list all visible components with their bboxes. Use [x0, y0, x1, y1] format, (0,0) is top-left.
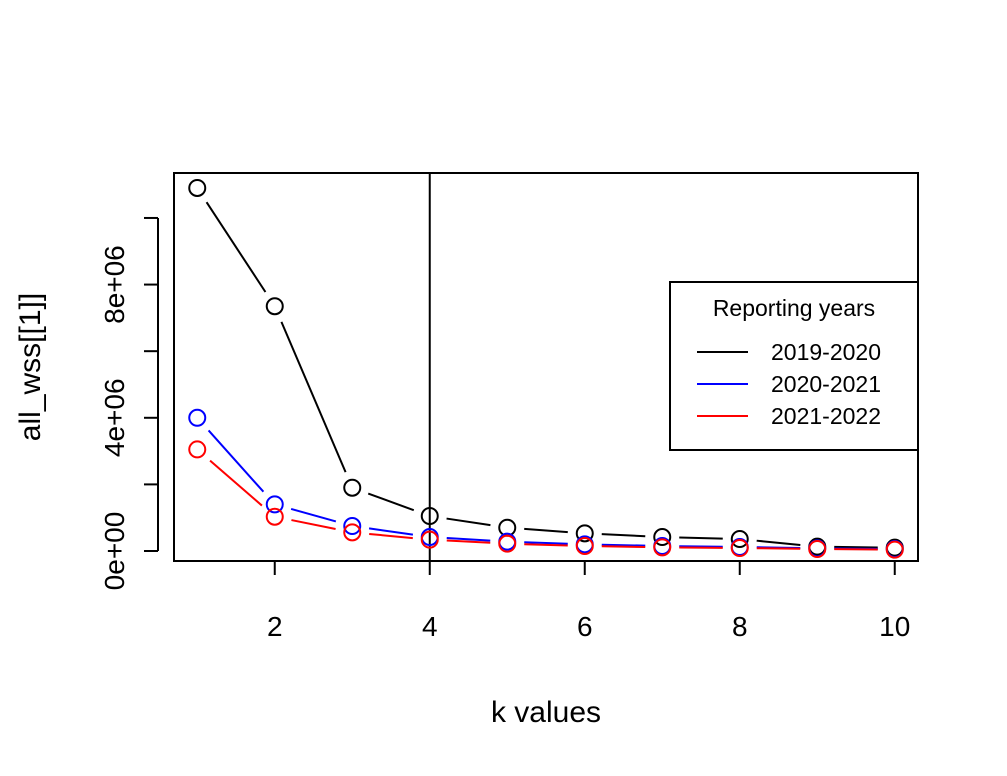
- series-segment: [369, 532, 413, 540]
- series-segment: [446, 539, 491, 544]
- legend-label: 2019-2020: [771, 339, 881, 365]
- data-point: [808, 540, 827, 559]
- data-point: [265, 507, 284, 526]
- legend-label: 2020-2021: [771, 371, 881, 397]
- data-point: [420, 507, 439, 526]
- data-point: [730, 530, 749, 549]
- series-segment: [601, 533, 646, 538]
- series-segment: [679, 536, 723, 540]
- series-segment: [524, 527, 568, 534]
- legend: Reporting years 2019-2020 2020-2021 2021-2…: [669, 281, 919, 451]
- data-point: [343, 478, 362, 497]
- x-tick-label: 2: [267, 611, 283, 642]
- legend-item: 2019-2020: [697, 339, 881, 365]
- legend-item: 2021-2022: [697, 403, 881, 429]
- legend-item: 2020-2021: [697, 371, 881, 397]
- series-segment: [207, 429, 265, 493]
- data-point: [188, 408, 207, 427]
- x-tick-label: 10: [879, 611, 910, 642]
- series-segment: [368, 527, 414, 536]
- series-segment: [524, 541, 568, 545]
- series-segment: [367, 492, 415, 512]
- data-point: [343, 523, 362, 542]
- x-tick-label: 4: [422, 611, 438, 642]
- series-segment: [205, 201, 267, 293]
- series-segment: [446, 537, 491, 542]
- x-tick-label: 8: [732, 611, 748, 642]
- data-point: [343, 517, 362, 536]
- data-point: [653, 538, 672, 557]
- data-point: [265, 297, 284, 316]
- data-point: [498, 534, 517, 553]
- series-segment: [280, 321, 347, 473]
- data-point: [188, 440, 207, 459]
- data-point: [575, 524, 594, 543]
- series-segment: [756, 539, 801, 547]
- x-axis: 2 4 6 8 10: [267, 560, 910, 642]
- y-tick-label: 0e+00: [99, 512, 130, 591]
- x-axis-label: k values: [491, 696, 601, 729]
- series-segment: [756, 547, 801, 550]
- legend-title: Reporting years: [713, 295, 875, 321]
- legend-box: [669, 281, 919, 451]
- series-segment: [524, 543, 568, 547]
- series-layer: [188, 178, 904, 559]
- data-point: [188, 178, 207, 197]
- y-axis-label: all_wss[[1]]: [14, 293, 47, 441]
- data-point: [420, 530, 439, 549]
- series-2021-2022: [188, 440, 904, 559]
- data-point: [575, 537, 594, 556]
- series-segment: [834, 545, 878, 549]
- series-segment: [446, 517, 491, 527]
- legend-items: 2019-2020 2020-2021 2021-2022: [697, 339, 881, 429]
- data-point: [885, 540, 904, 559]
- y-tick-label: 8e+06: [99, 245, 130, 324]
- series-segment: [290, 507, 337, 523]
- series-segment: [679, 545, 723, 548]
- data-point: [653, 528, 672, 547]
- legend-label: 2021-2022: [771, 403, 881, 429]
- data-point: [730, 539, 749, 558]
- series-segment: [601, 545, 646, 549]
- x-tick-label: 6: [577, 611, 593, 642]
- y-axis: 0e+00 4e+06 8e+06: [99, 216, 159, 591]
- series-segment: [209, 459, 263, 507]
- data-point: [265, 495, 284, 514]
- series-2019-2020: [188, 178, 904, 557]
- y-tick-label: 4e+06: [99, 378, 130, 457]
- series-segment: [291, 519, 336, 530]
- series-segment: [601, 543, 646, 547]
